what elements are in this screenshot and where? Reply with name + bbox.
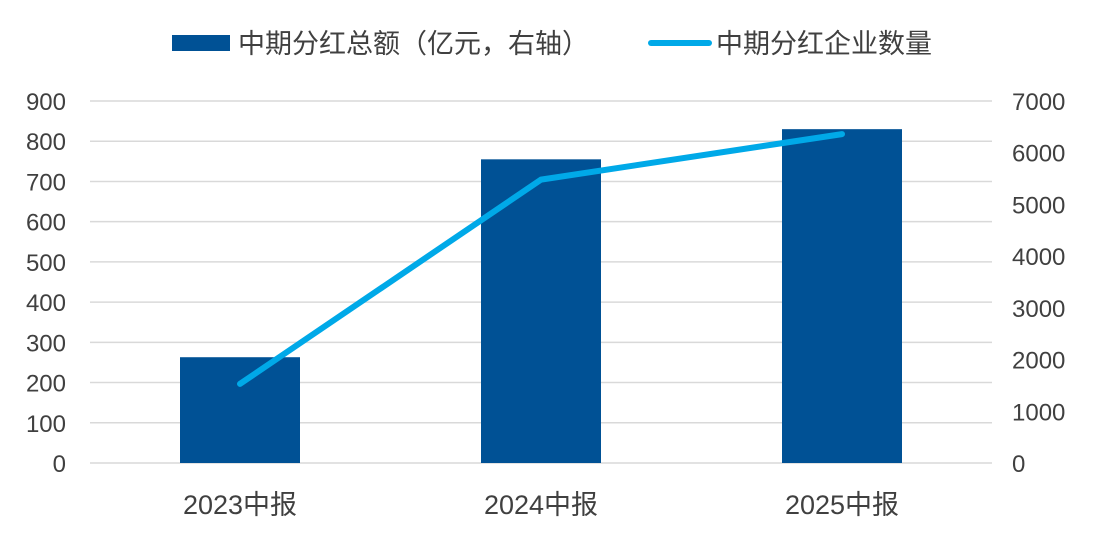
right-tick-label: 4000 — [1012, 244, 1065, 271]
left-tick-label: 600 — [26, 210, 66, 237]
left-tick-label: 0 — [53, 451, 66, 478]
legend-line-label: 中期分红企业数量 — [716, 29, 932, 59]
right-tick-label: 6000 — [1012, 141, 1065, 168]
x-tick-label: 2024中报 — [484, 490, 598, 520]
left-tick-label: 900 — [26, 89, 66, 116]
legend: 中期分红总额（亿元，右轴） 中期分红企业数量 — [172, 29, 932, 59]
left-tick-label: 200 — [26, 371, 66, 398]
right-tick-label: 2000 — [1012, 348, 1065, 375]
bar — [782, 129, 902, 463]
right-y-axis: 0 1000 2000 3000 4000 5000 6000 7000 — [1012, 89, 1065, 478]
right-tick-label: 1000 — [1012, 399, 1065, 426]
right-tick-label: 5000 — [1012, 192, 1065, 219]
left-tick-label: 800 — [26, 129, 66, 156]
x-tick-label: 2023中报 — [183, 490, 297, 520]
x-axis: 2023中报 2024中报 2025中报 — [183, 490, 899, 520]
left-tick-label: 700 — [26, 169, 66, 196]
right-tick-label: 7000 — [1012, 89, 1065, 116]
legend-bar-label: 中期分红总额（亿元，右轴） — [238, 29, 589, 59]
left-tick-label: 300 — [26, 330, 66, 357]
bar — [180, 357, 300, 463]
x-tick-label: 2025中报 — [785, 490, 899, 520]
left-tick-label: 100 — [26, 411, 66, 438]
left-tick-label: 400 — [26, 290, 66, 317]
left-tick-label: 500 — [26, 250, 66, 277]
left-y-axis: 0 100 200 300 400 500 600 700 800 900 — [26, 89, 66, 478]
right-tick-label: 3000 — [1012, 296, 1065, 323]
right-tick-label: 0 — [1012, 451, 1025, 478]
legend-bar-swatch — [172, 35, 230, 51]
